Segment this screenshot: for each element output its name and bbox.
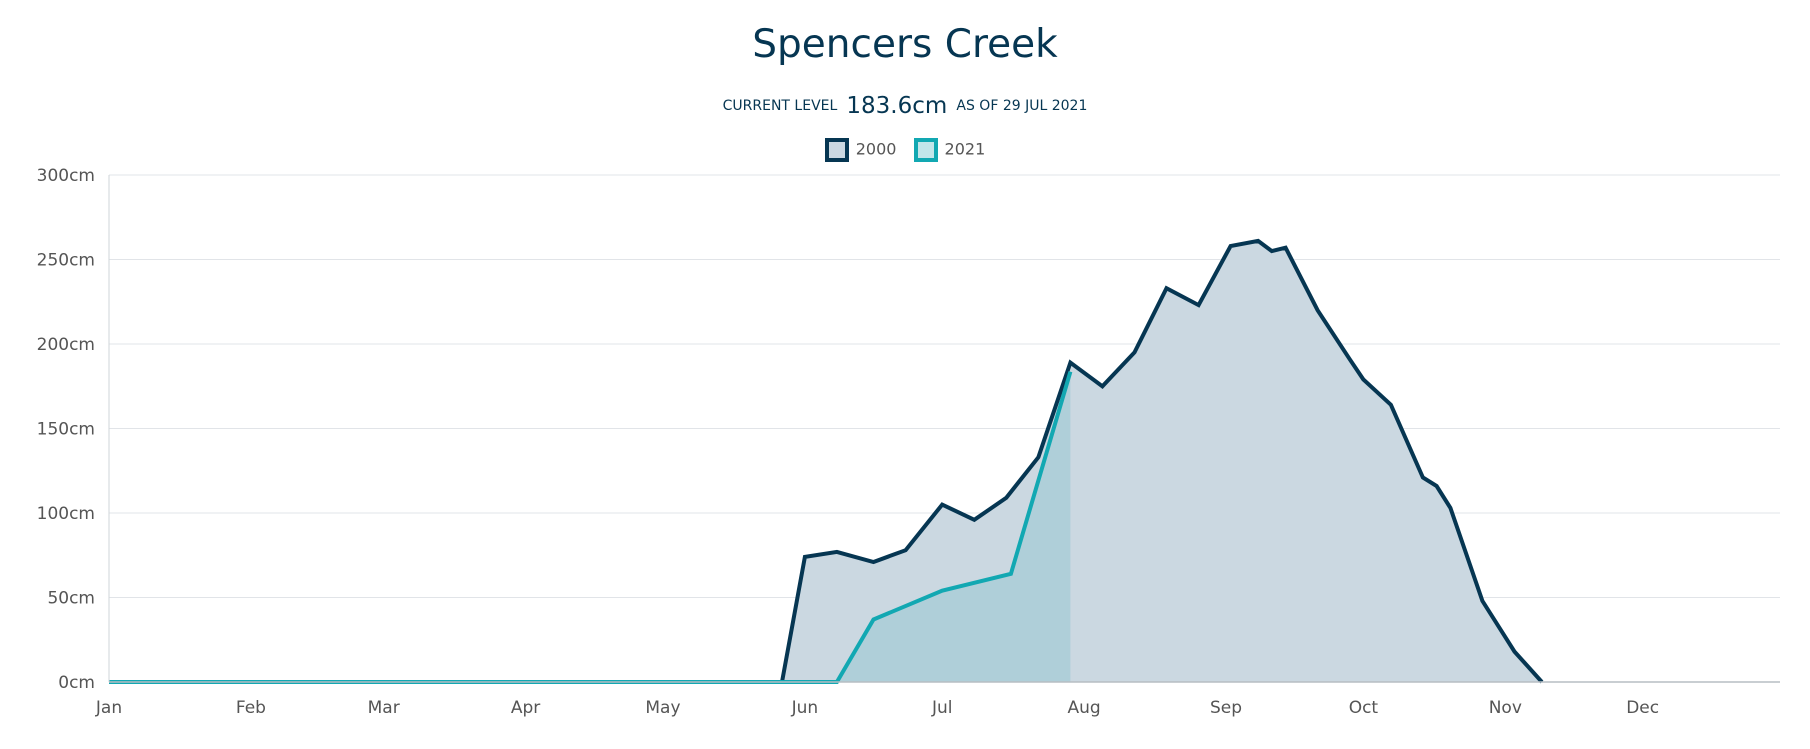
y-tick-label: 100cm <box>37 504 95 524</box>
area-2000 <box>109 240 1542 682</box>
x-tick-label: Jun <box>791 698 819 718</box>
chart-title: Spencers Creek <box>752 22 1058 67</box>
area-2021 <box>109 371 1071 682</box>
legend-label-2021: 2021 <box>944 139 986 159</box>
legend-label-2000: 2000 <box>855 139 897 159</box>
current-level-value: 183.6cm <box>846 93 948 119</box>
x-tick-label: Oct <box>1349 698 1379 718</box>
series-areas <box>109 240 1542 682</box>
current-level-line: CURRENT LEVEL 183.6cm AS OF 29 JUL 2021 <box>0 93 1810 119</box>
as-of-label: AS OF 29 JUL 2021 <box>956 98 1088 114</box>
x-tick-label: Sep <box>1210 698 1242 718</box>
y-tick-label: 150cm <box>37 420 95 440</box>
y-tick-label: 50cm <box>47 589 95 609</box>
x-tick-label: May <box>645 698 680 718</box>
line-2000[interactable] <box>109 238 1544 684</box>
y-tick-label: 200cm <box>37 335 95 355</box>
y-tick-label: 250cm <box>37 251 95 271</box>
x-tick-label: Aug <box>1068 698 1101 718</box>
y-tick-label: 300cm <box>37 166 95 186</box>
x-tick-label: Mar <box>368 698 400 718</box>
y-tick-label: 0cm <box>58 673 95 693</box>
legend-swatch-2021 <box>913 138 938 162</box>
x-tick-label: Jul <box>931 698 953 718</box>
x-tick-label: Nov <box>1489 698 1522 718</box>
x-tick-label: Apr <box>511 698 540 718</box>
legend-swatch-2000 <box>824 138 849 162</box>
axes: 0cm 50cm 100cm 150cm 200cm 250cm 300cm Jan Feb Ma… <box>37 166 1780 718</box>
x-tick-label: Jan <box>95 698 122 718</box>
legend: 2000 2021 <box>0 138 1810 162</box>
legend-item-2000[interactable]: 2000 <box>824 138 897 162</box>
current-level-label: CURRENT LEVEL <box>722 98 838 114</box>
x-tick-label: Feb <box>236 698 266 718</box>
x-tick-label: Dec <box>1626 698 1659 718</box>
legend-item-2021[interactable]: 2021 <box>913 138 986 162</box>
